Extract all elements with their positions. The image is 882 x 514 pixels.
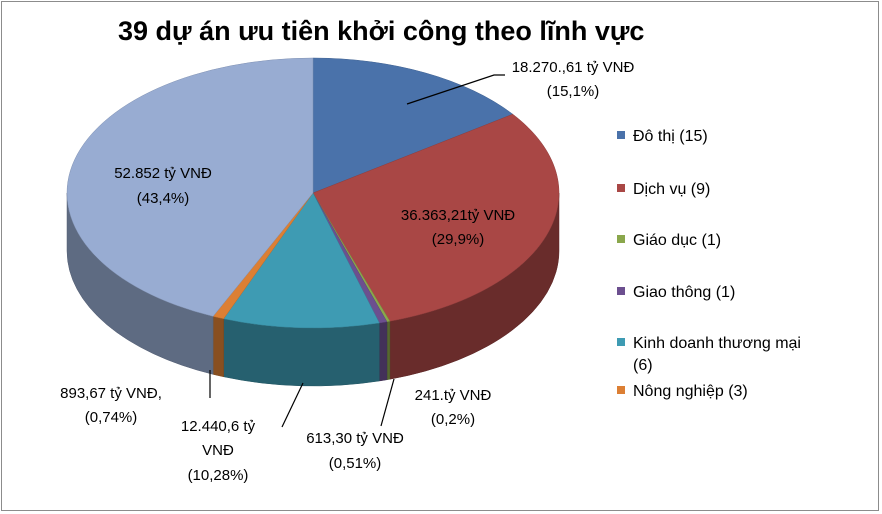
leader-line-4 [380,378,395,427]
data-label-nong-nghiep-percent: (0,74%) [85,409,138,426]
data-label-do-thi-value: 18.270.,61 tỷ VNĐ [512,59,635,76]
legend-item-kinh-doanh: Kinh doanh thương mại (6) [617,335,801,374]
legend-swatch-giao-duc [617,235,625,243]
data-label-giao-thong-percent: (0,51%) [329,455,382,472]
legend-label-giao-duc: Giáo dục (1) [633,232,721,249]
legend-swatch-kinh-doanh [617,338,625,346]
data-label-giao-thong: 613,30 tỷ VNĐ (0,51%) [306,430,404,472]
pie-side-nong-nghiep [212,316,224,378]
data-label-khac-value: 52.852 tỷ VNĐ [114,165,212,182]
data-label-giao-duc-value: 241.tỷ VNĐ [415,387,492,404]
legend-swatch-do-thi [617,131,625,139]
pie-slice-dich-vu [312,113,560,322]
data-label-giao-duc-percent: (0,2%) [431,411,475,428]
data-label-khac: 52.852 tỷ VNĐ (43,4%) [114,165,212,207]
data-label-giao-thong-value: 613,30 tỷ VNĐ [306,430,404,447]
data-label-kinh-doanh-percent: (10,28%) [188,467,249,484]
data-label-dich-vu-value: 36.363,21tỷ VNĐ [401,207,515,224]
pie-slice-kinh-doanh-thuong-mai [223,192,380,329]
pie-slice-do-thi [312,57,514,194]
legend-swatch-giao-thong [617,287,625,295]
legend-item-dich-vu: Dịch vụ (9) [617,181,710,198]
legend: Đô thị (15) Dịch vụ (9) Giáo dục (1) Gia… [617,128,801,400]
leader-line-1 [406,74,505,105]
data-label-khac-percent: (43,4%) [137,190,190,207]
leader-lines [209,74,505,428]
legend-item-do-thi: Đô thị (15) [617,128,708,145]
legend-label-kinh-doanh-line2: (6) [633,357,653,374]
pie-side-giao-duc [386,320,391,381]
data-label-do-thi: 18.270.,61 tỷ VNĐ (15,1%) [512,59,635,100]
data-label-dich-vu: 36.363,21tỷ VNĐ (29,9%) [401,207,515,248]
legend-label-dich-vu: Dịch vụ (9) [633,181,710,198]
legend-label-do-thi: Đô thị (15) [633,128,708,145]
legend-label-giao-thong: Giao thông (1) [633,284,735,301]
legend-swatch-nong-nghiep [617,386,625,394]
leader-line-3 [281,382,304,428]
data-label-nong-nghiep: 893,67 tỷ VNĐ, (0,74%) [60,385,162,426]
pie-side-kinh-doanh-thuong-mai [223,318,380,387]
pie-slice-khac [66,57,314,317]
legend-label-nong-nghiep: Nông nghiệp (3) [633,383,748,400]
legend-item-giao-thong: Giao thông (1) [617,284,735,301]
legend-label-kinh-doanh-line1: Kinh doanh thương mại [633,335,801,352]
data-label-nong-nghiep-value: 893,67 tỷ VNĐ, [60,385,162,402]
data-label-dich-vu-percent: (29,9%) [432,231,485,248]
data-label-kinh-doanh: 12.440,6 tỷ VNĐ (10,28%) [181,418,256,484]
legend-swatch-dich-vu [617,184,625,192]
data-label-giao-duc: 241.tỷ VNĐ (0,2%) [415,387,492,428]
legend-item-nong-nghiep: Nông nghiệp (3) [617,383,748,400]
pie-slices [66,57,560,387]
data-label-do-thi-percent: (15,1%) [547,83,600,100]
legend-item-giao-duc: Giáo dục (1) [617,232,721,249]
chart-title: 39 dự án ưu tiên khởi công theo lĩnh vực [118,16,644,46]
data-label-kinh-doanh-unit: VNĐ [202,442,234,459]
pie-side-giao-thong [379,321,388,382]
data-label-kinh-doanh-value: 12.440,6 tỷ [181,418,256,435]
